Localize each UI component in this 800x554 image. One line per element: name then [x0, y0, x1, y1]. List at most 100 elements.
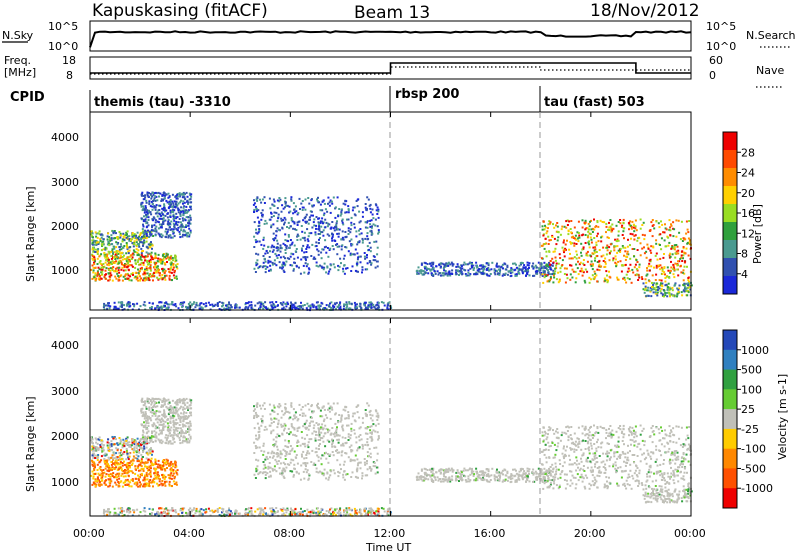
velocity-point: [108, 468, 111, 471]
velocity-point: [189, 428, 192, 431]
power-point: [549, 276, 552, 279]
power-point: [596, 235, 598, 238]
power-point: [120, 248, 123, 251]
velocity-point: [161, 465, 164, 467]
power-point: [326, 233, 329, 236]
power-point: [643, 234, 646, 237]
power-point: [682, 279, 685, 282]
velocity-point: [126, 462, 129, 465]
power-point: [150, 229, 153, 232]
power-point: [137, 271, 140, 274]
power-point: [623, 276, 626, 279]
power-point: [654, 292, 657, 295]
power-point: [624, 278, 626, 281]
power-point: [306, 238, 309, 241]
power-point: [676, 287, 679, 290]
velocity-point: [93, 482, 96, 484]
velocity-point: [157, 433, 160, 436]
power-point: [542, 267, 545, 270]
velocity-point: [169, 473, 172, 476]
power-point: [368, 241, 371, 244]
power-point: [371, 232, 374, 235]
velocity-point: [110, 440, 113, 443]
power-point: [655, 289, 658, 291]
velocity-point: [180, 429, 183, 432]
velocity-point: [294, 411, 297, 414]
power-point: [557, 281, 560, 284]
power-point: [93, 258, 96, 261]
velocity-point: [132, 451, 135, 454]
velocity-point: [164, 436, 167, 439]
power-point: [572, 270, 575, 273]
power-point: [259, 304, 262, 307]
power-point: [359, 228, 362, 230]
velocity-point: [161, 468, 164, 471]
power-point: [297, 212, 300, 215]
power-point: [583, 222, 586, 224]
power-point: [424, 262, 427, 265]
power-point: [253, 202, 256, 205]
colorbar-tick-label: 20: [741, 187, 755, 200]
velocity-point: [273, 406, 276, 409]
power-point: [255, 208, 258, 211]
power-point: [650, 289, 653, 292]
velocity-point: [180, 435, 183, 438]
power-point: [91, 257, 94, 260]
power-point: [136, 276, 139, 279]
power-point: [187, 216, 190, 219]
velocity-point: [119, 461, 122, 464]
power-point: [613, 245, 616, 248]
power-point: [271, 261, 274, 264]
power-point: [624, 250, 627, 253]
velocity-point: [139, 481, 141, 484]
power-point: [523, 270, 526, 273]
power-point: [589, 263, 592, 266]
power-point: [290, 305, 293, 308]
power-point: [639, 242, 642, 245]
velocity-point: [151, 479, 154, 482]
power-point: [114, 267, 117, 270]
velocity-point: [342, 473, 345, 476]
colorbar-tick-label: 16: [741, 207, 755, 220]
power-point: [144, 196, 147, 199]
power-point: [590, 265, 593, 268]
power-point: [154, 263, 157, 266]
velocity-point: [124, 440, 126, 443]
power-point: [573, 242, 576, 245]
power-point: [302, 264, 305, 267]
power-point: [175, 265, 178, 268]
velocity-point: [293, 427, 296, 430]
power-point: [131, 233, 134, 236]
power-point: [673, 268, 676, 271]
power-point: [450, 261, 453, 264]
velocity-point: [372, 423, 375, 426]
power-point: [100, 253, 103, 256]
power-point: [128, 239, 131, 242]
power-point: [142, 250, 144, 252]
power-point: [167, 222, 170, 225]
power-point: [361, 239, 364, 242]
power-point: [284, 202, 287, 205]
velocity-point: [133, 456, 136, 459]
power-point: [279, 256, 282, 259]
power-point: [513, 262, 516, 265]
velocity-point: [90, 439, 93, 442]
velocity-point: [109, 473, 112, 476]
power-point: [275, 254, 278, 257]
power-point: [571, 257, 574, 260]
power-point: [140, 266, 143, 269]
power-point: [668, 241, 671, 244]
power-point: [104, 246, 107, 249]
power-point: [116, 270, 118, 273]
power-point: [430, 264, 433, 267]
power-point: [355, 200, 358, 202]
power-point: [374, 266, 377, 269]
power-point: [616, 251, 619, 254]
power-point: [627, 253, 630, 256]
power-point: [211, 303, 214, 306]
velocity-point: [169, 415, 172, 418]
power-point: [277, 304, 279, 307]
power-point: [155, 257, 157, 259]
power-point: [164, 256, 167, 258]
velocity-point: [119, 458, 122, 461]
